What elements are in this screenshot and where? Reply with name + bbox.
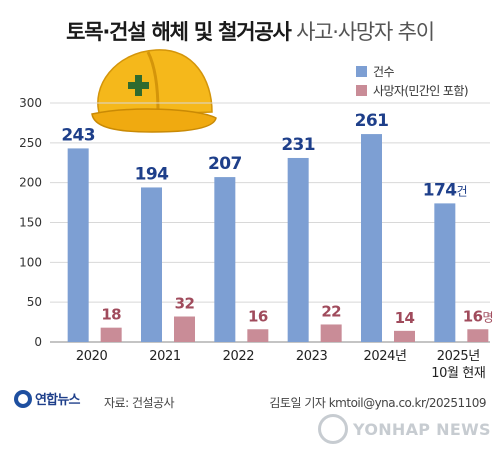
y-tick-label: 250 — [19, 136, 42, 150]
legend-swatch-cases — [356, 66, 367, 77]
x-tick-label: 2020 — [76, 349, 108, 364]
legend-label-deaths: 사망자(민간인 포함) — [373, 84, 469, 98]
data-label-unit: 건 — [456, 184, 466, 198]
hard-hat-icon — [91, 49, 217, 133]
x-tick-label: 2023 — [296, 349, 328, 364]
bar-chart: 0 50 100 150 200 250 300 243 18 2020 194 32 2021 207 1… — [19, 49, 494, 381]
y-tick-label: 100 — [19, 255, 42, 269]
hard-hat-ridge — [146, 51, 160, 113]
data-label-cases: 174건 — [423, 180, 467, 200]
bar-deaths — [394, 330, 415, 342]
y-tick-label: 0 — [34, 335, 42, 349]
bar-cases — [214, 177, 236, 342]
data-label-cases: 194 — [135, 164, 169, 184]
title-light: 사고·사망자 추이 — [296, 20, 435, 44]
watermark-logo-icon — [318, 414, 348, 444]
legend-label-cases: 건수 — [373, 65, 394, 79]
data-label-cases: 243 — [61, 125, 95, 145]
data-label-cases: 261 — [355, 111, 389, 131]
data-label-cases: 207 — [208, 154, 242, 174]
data-label-unit: 명 — [482, 310, 492, 324]
yonhap-logo-text: 연합뉴스 — [35, 393, 80, 408]
bar-cases — [434, 203, 456, 342]
bar-deaths — [320, 324, 342, 342]
bar-cases — [141, 187, 162, 342]
bar-cases — [67, 148, 89, 342]
watermark: YONHAP NEWS — [318, 414, 491, 444]
chart-title: 토목·건설 해체 및 철거공사 사고·사망자 추이 — [0, 16, 500, 46]
y-tick-label: 300 — [19, 96, 42, 110]
bar-cases — [361, 134, 382, 342]
title-bold: 토목·건설 해체 및 철거공사 — [66, 20, 292, 44]
hard-hat-brim — [91, 108, 217, 133]
data-label-deaths: 14 — [395, 309, 415, 327]
y-tick-label: 200 — [19, 176, 42, 190]
data-label-cases: 231 — [281, 135, 315, 155]
bar-deaths — [247, 329, 269, 342]
x-tick-label: 2022 — [223, 349, 254, 364]
source-text: 자료: 건설공사 — [104, 396, 175, 410]
yonhap-logo: 연합뉴스 — [14, 389, 80, 408]
legend-item-cases: 건수 — [356, 62, 468, 81]
data-label-deaths: 18 — [101, 306, 121, 324]
legend: 건수 사망자(민간인 포함) — [356, 62, 469, 100]
bar-deaths — [100, 327, 122, 342]
hard-hat-cross — [128, 75, 149, 96]
watermark-text: YONHAP NEWS — [353, 419, 491, 439]
y-tick-label: 50 — [27, 295, 42, 309]
x-tick-label: 2025년 — [437, 349, 480, 364]
y-tick-label: 150 — [19, 216, 42, 230]
legend-item-deaths: 사망자(민간인 포함) — [356, 81, 469, 100]
x-tick-label: 2021 — [149, 349, 181, 364]
data-label-deaths: 22 — [321, 302, 341, 320]
bar-cases — [287, 157, 309, 342]
data-label-deaths: 32 — [175, 295, 195, 313]
x-tick-sublabel: 10월 현재 — [431, 366, 485, 381]
data-label-deaths: 16명 — [463, 307, 493, 325]
data-label-deaths: 16 — [248, 307, 268, 325]
x-tick-label: 2024년 — [363, 349, 406, 364]
credit-text: 김토일 기자 kmtoil@yna.co.kr/20251109 — [269, 396, 486, 410]
legend-swatch-deaths — [356, 85, 367, 96]
bar-deaths — [467, 329, 489, 342]
yonhap-logo-icon — [14, 389, 32, 408]
bar-deaths — [174, 316, 195, 342]
